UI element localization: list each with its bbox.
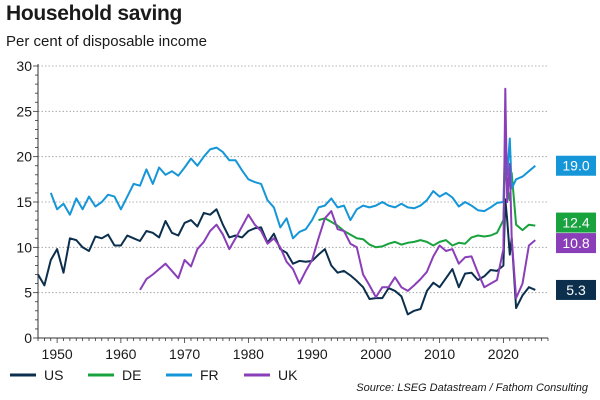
chart-title: Household saving (6, 2, 183, 25)
series-line-fr (49, 137, 536, 240)
end-label-us: 5.3 (566, 282, 586, 298)
series-line-uk (139, 87, 536, 300)
end-label-uk: 10.8 (562, 235, 589, 251)
legend-label-uk: UK (278, 367, 298, 383)
chart-source: Source: LSEG Datastream / Fathom Consult… (356, 382, 588, 394)
end-label-box-us (556, 279, 596, 300)
gridlines (38, 65, 548, 294)
end-label-fr: 19.0 (562, 158, 589, 174)
end-label-box-de (556, 212, 596, 233)
y-tick-label: 30 (16, 58, 32, 74)
x-tick-label: 2000 (360, 346, 391, 362)
series-lines (37, 87, 536, 316)
y-tick-label: 20 (16, 149, 32, 165)
y-tick-label: 0 (24, 330, 32, 346)
series-line-us (37, 198, 536, 316)
x-tick-label: 1950 (42, 346, 73, 362)
legend-label-de: DE (122, 367, 141, 383)
legend: US DE FR UK (10, 367, 298, 383)
y-tick-label: 15 (16, 194, 32, 210)
end-label-de: 12.4 (562, 215, 589, 231)
x-tick-label: 1990 (297, 346, 328, 362)
end-label-box-uk (556, 233, 596, 254)
end-label-box-fr (556, 155, 596, 176)
axes: 0 5 10 15 20 25 30 1950 1960 1970 1980 1990 2000 2010… (16, 58, 549, 362)
x-tick-label: 1960 (105, 346, 136, 362)
y-tick-label: 10 (16, 239, 32, 255)
end-labels: 5.3 12.4 19.0 10.8 (556, 155, 596, 300)
legend-label-us: US (44, 367, 63, 383)
x-tick-label: 2010 (424, 346, 455, 362)
y-tick-label: 25 (16, 103, 32, 119)
x-tick-label: 1970 (169, 346, 200, 362)
chart-subtitle: Per cent of disposable income (6, 33, 207, 50)
y-tick-label: 5 (24, 285, 32, 301)
legend-label-fr: FR (200, 367, 219, 383)
x-tick-label: 1980 (233, 346, 264, 362)
x-tick-label: 2020 (488, 346, 519, 362)
